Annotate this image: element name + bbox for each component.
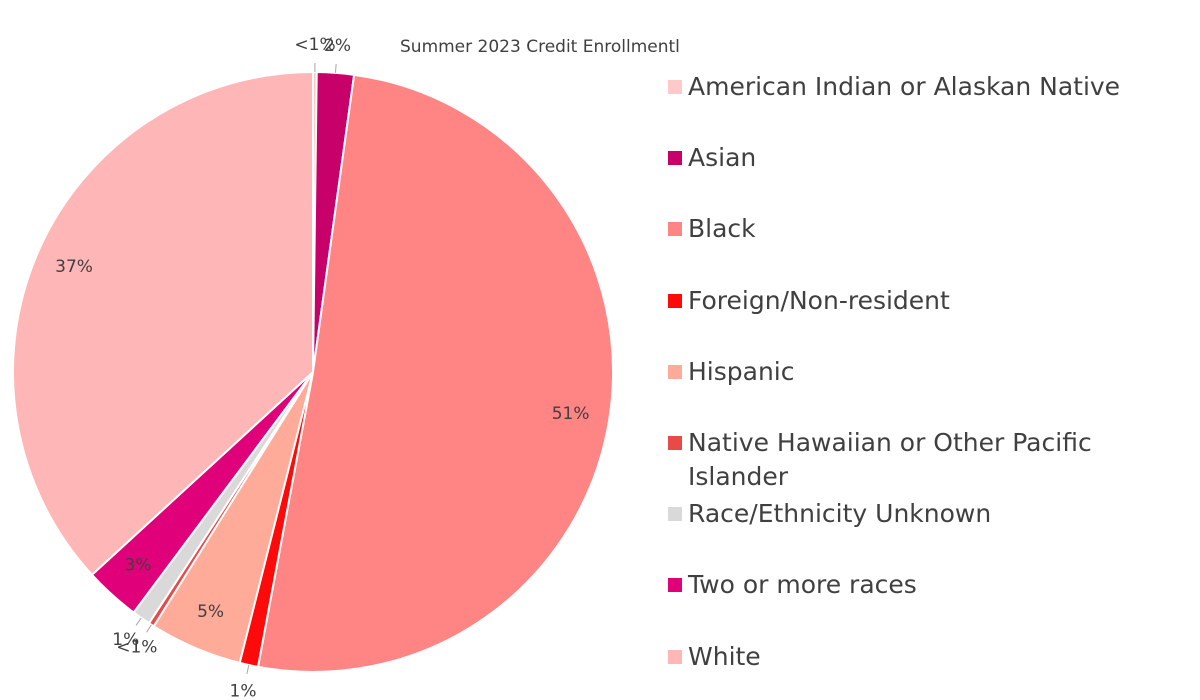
legend-item: White bbox=[668, 640, 1188, 674]
data-label: 51% bbox=[552, 404, 590, 424]
legend-swatch bbox=[668, 222, 682, 237]
legend-item: Black bbox=[668, 212, 1188, 246]
pie-slice bbox=[12, 70, 314, 577]
legend-label: Native Hawaiian or Other Pacific Islande… bbox=[688, 428, 1092, 491]
legend-item: American Indian or Alaskan Native bbox=[668, 70, 1188, 104]
legend-swatch bbox=[668, 151, 682, 166]
legend-label: Hispanic bbox=[688, 356, 795, 386]
data-label: <1% bbox=[294, 35, 335, 55]
legend-swatch bbox=[668, 649, 682, 664]
legend-swatch bbox=[668, 364, 682, 379]
chart-title: Summer 2023 Credit Enrollmentl bbox=[400, 37, 680, 57]
legend-label: White bbox=[688, 641, 761, 671]
legend-label: Asian bbox=[688, 143, 757, 173]
legend-item: Two or more races bbox=[668, 568, 1188, 602]
data-label: 1% bbox=[230, 681, 257, 700]
legend-label: Two or more races bbox=[688, 570, 917, 600]
leader-line bbox=[135, 617, 142, 626]
data-label: <1% bbox=[116, 637, 157, 657]
legend-item: Native Hawaiian or Other Pacific Islande… bbox=[668, 426, 1188, 494]
legend-swatch bbox=[668, 293, 682, 308]
data-label: 1% bbox=[112, 630, 139, 650]
legend-label: American Indian or Alaskan Native bbox=[688, 72, 1121, 101]
pie-slice bbox=[256, 73, 614, 673]
legend-item: Hispanic bbox=[668, 355, 1188, 389]
legend-label: Foreign/Non-resident bbox=[688, 285, 950, 315]
legend-item: Foreign/Non-resident bbox=[668, 284, 1188, 318]
legend-item: Asian bbox=[668, 141, 1188, 175]
data-label: 3% bbox=[125, 556, 152, 576]
legend-swatch bbox=[668, 80, 682, 94]
legend-item: Race/Ethnicity Unknown bbox=[668, 497, 1188, 531]
legend-swatch bbox=[668, 578, 682, 593]
leader-line bbox=[146, 624, 152, 633]
leader-line bbox=[334, 63, 337, 73]
data-label: 5% bbox=[197, 602, 224, 622]
leader-line bbox=[246, 664, 250, 674]
data-label: 2% bbox=[324, 36, 351, 56]
legend-swatch bbox=[668, 507, 682, 522]
legend-swatch bbox=[668, 436, 682, 450]
legend-label: Black bbox=[688, 214, 756, 244]
legend-label: Race/Ethnicity Unknown bbox=[688, 499, 992, 529]
data-label: 37% bbox=[55, 257, 93, 277]
